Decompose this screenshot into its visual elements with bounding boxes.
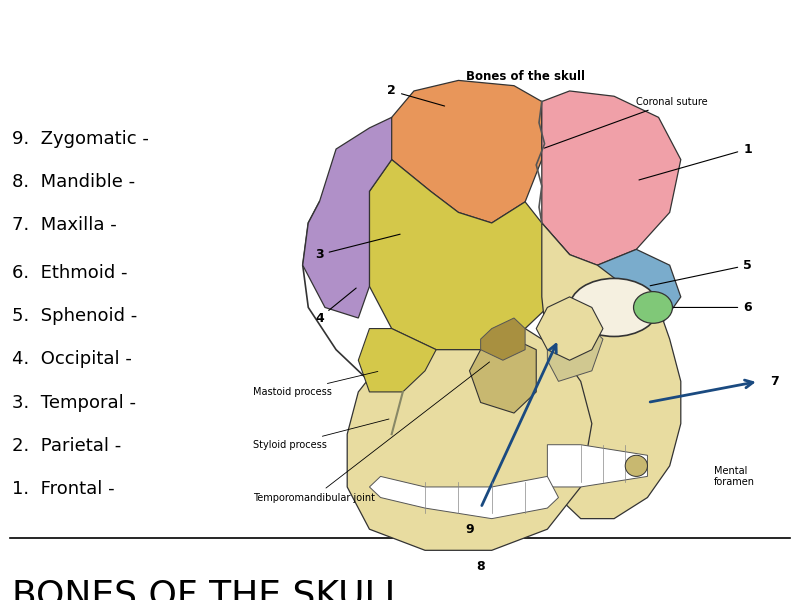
Text: 8: 8 (476, 560, 485, 572)
Text: 6: 6 (662, 301, 752, 314)
Polygon shape (302, 118, 392, 318)
Polygon shape (542, 91, 681, 265)
Text: 6.  Ethmoid -: 6. Ethmoid - (12, 264, 127, 282)
Text: 5.  Sphenoid -: 5. Sphenoid - (12, 307, 138, 325)
Polygon shape (370, 476, 558, 518)
Polygon shape (370, 160, 570, 350)
Polygon shape (542, 223, 681, 518)
Text: Mental
foramen: Mental foramen (714, 466, 755, 487)
Text: 5: 5 (650, 259, 752, 286)
Ellipse shape (570, 278, 658, 337)
Text: 9.  Zygomatic -: 9. Zygomatic - (12, 130, 149, 148)
Text: 8.  Mandible -: 8. Mandible - (12, 173, 135, 191)
Polygon shape (358, 329, 436, 392)
Text: Styloid process: Styloid process (253, 419, 389, 450)
Polygon shape (547, 445, 647, 487)
Text: 1.  Frontal -: 1. Frontal - (12, 480, 114, 498)
Text: 7.  Maxilla -: 7. Maxilla - (12, 216, 117, 234)
Text: 3: 3 (315, 234, 400, 261)
Polygon shape (536, 297, 603, 360)
Circle shape (626, 455, 647, 476)
Polygon shape (481, 318, 525, 360)
Polygon shape (470, 339, 536, 413)
Text: 2.  Parietal -: 2. Parietal - (12, 437, 122, 455)
Text: BONES OF THE SKULL: BONES OF THE SKULL (12, 579, 405, 600)
Text: 1: 1 (639, 143, 752, 180)
Polygon shape (347, 329, 592, 550)
Text: Bones of the skull: Bones of the skull (466, 70, 585, 83)
Ellipse shape (634, 292, 673, 323)
Polygon shape (381, 80, 542, 223)
Text: 2: 2 (387, 85, 445, 106)
Polygon shape (547, 318, 603, 382)
Text: 4: 4 (315, 288, 356, 325)
Text: Coronal suture: Coronal suture (545, 97, 708, 148)
Text: 9: 9 (466, 523, 474, 536)
Text: Mastoid process: Mastoid process (253, 371, 378, 397)
Text: Temporomandibular joint: Temporomandibular joint (253, 362, 490, 503)
Text: 7: 7 (770, 375, 778, 388)
Polygon shape (581, 250, 681, 339)
Text: 4.  Occipital -: 4. Occipital - (12, 350, 132, 368)
Text: 3.  Temporal -: 3. Temporal - (12, 394, 136, 412)
